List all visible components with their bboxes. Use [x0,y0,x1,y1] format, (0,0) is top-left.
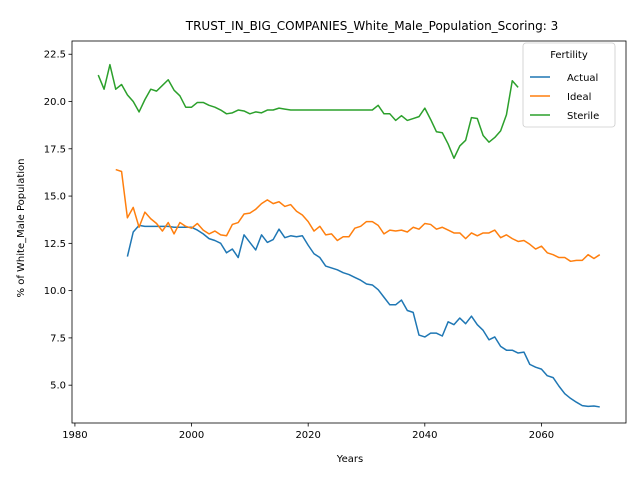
x-tick-label: 2060 [529,430,554,441]
plot-area [71,40,627,424]
y-tick-label: 20.0 [44,97,66,108]
series-line-actual [126,224,600,408]
y-tick-label: 10.0 [44,286,66,297]
chart-title: TRUST_IN_BIG_COMPANIES_White_Male_Popula… [185,19,558,33]
y-tick-label: 7.5 [50,333,66,344]
x-tick-label: 2040 [412,430,437,441]
legend: Fertility Actual Ideal Sterile [522,42,616,128]
legend-label-sterile: Sterile [567,111,599,122]
y-tick-label: 5.0 [50,381,66,392]
legend-title: Fertility [550,50,588,61]
x-axis-label: Years [336,454,363,465]
x-tick-label: 2000 [179,430,204,441]
legend-entries: Actual Ideal Sterile [530,73,599,122]
y-tick-label: 12.5 [44,239,66,250]
x-tick-label: 1980 [62,430,87,441]
axes-frame [71,40,627,424]
series-line-sterile [97,63,519,159]
y-axis: 5.0 7.5 10.0 12.5 15.0 17.5 20.0 22.5 [44,50,72,392]
legend-box [522,42,616,128]
x-axis: 1980 2000 2020 2040 2060 [62,423,554,441]
y-axis-label: % of White_Male Population [16,159,27,298]
y-tick-label: 15.0 [44,192,66,203]
y-tick-label: 22.5 [44,50,66,61]
y-tick-label: 17.5 [44,144,66,155]
series-layer [97,63,601,408]
x-tick-label: 2020 [295,430,320,441]
legend-label-actual: Actual [567,73,598,84]
legend-label-ideal: Ideal [567,92,591,103]
series-line-ideal [115,168,601,263]
